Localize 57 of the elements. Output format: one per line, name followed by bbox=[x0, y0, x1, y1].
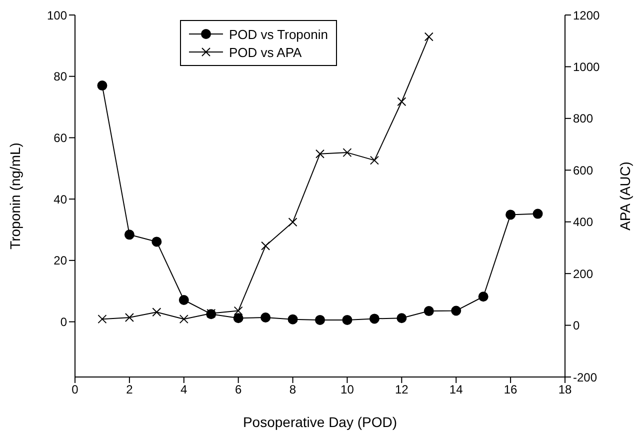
point bbox=[342, 148, 352, 158]
x-tick-label: 14 bbox=[449, 382, 464, 397]
point bbox=[370, 156, 379, 165]
point bbox=[316, 149, 324, 158]
point bbox=[424, 32, 434, 42]
legend-label: POD vs APA bbox=[229, 44, 302, 60]
y2-tick-label: 0 bbox=[573, 318, 580, 333]
y-axis-title: Troponin (ng/mL) bbox=[6, 142, 23, 250]
point bbox=[396, 313, 407, 324]
y2-tick-label: 600 bbox=[573, 163, 594, 178]
point bbox=[260, 312, 271, 322]
x-tick-label: 10 bbox=[340, 382, 354, 397]
point bbox=[342, 314, 352, 325]
point bbox=[233, 313, 244, 324]
point bbox=[451, 306, 462, 316]
point bbox=[98, 314, 107, 324]
point bbox=[397, 97, 406, 106]
point bbox=[178, 295, 189, 305]
y2-tick-label: 1200 bbox=[573, 8, 600, 22]
x-axis-title: Posoperative Day (POD) bbox=[242, 414, 398, 430]
y2-tick-label: 400 bbox=[573, 215, 594, 230]
point bbox=[506, 210, 516, 220]
y-tick-label: 100 bbox=[46, 8, 68, 22]
point bbox=[532, 208, 543, 219]
point bbox=[152, 308, 162, 317]
point bbox=[478, 292, 488, 302]
point bbox=[315, 314, 325, 325]
x-tick-label: 8 bbox=[289, 382, 296, 397]
y2-axis-title: APA (AUC) bbox=[616, 162, 633, 230]
point bbox=[179, 314, 188, 324]
point bbox=[424, 306, 434, 316]
y2-tick-label: 200 bbox=[573, 266, 594, 281]
point bbox=[152, 236, 162, 247]
x-tick-label: 18 bbox=[558, 382, 572, 397]
x-tick-label: 16 bbox=[504, 382, 518, 397]
point bbox=[288, 218, 298, 227]
point bbox=[369, 314, 380, 324]
y-tick-label: 0 bbox=[60, 315, 68, 330]
y-tick-label: 40 bbox=[54, 192, 68, 206]
y2-tick-label: 1000 bbox=[573, 60, 600, 74]
y-tick-label: 20 bbox=[54, 254, 68, 268]
x-tick-label: 6 bbox=[234, 382, 242, 397]
y-tick-label: 80 bbox=[54, 70, 68, 84]
point bbox=[124, 313, 134, 322]
y-tick-label: 60 bbox=[54, 130, 68, 145]
x-tick-label: 12 bbox=[394, 382, 409, 397]
point bbox=[288, 314, 298, 324]
point bbox=[261, 241, 270, 250]
legend-label: POD vs Troponin bbox=[229, 26, 328, 42]
y2-tick-label: 800 bbox=[573, 112, 594, 126]
point bbox=[97, 80, 108, 91]
point bbox=[234, 306, 243, 316]
y2-tick-label: -200 bbox=[573, 370, 598, 384]
x-tick-label: 4 bbox=[180, 382, 188, 397]
x-tick-label: 0 bbox=[72, 382, 79, 397]
point bbox=[124, 230, 134, 240]
x-tick-label: 2 bbox=[126, 382, 134, 397]
